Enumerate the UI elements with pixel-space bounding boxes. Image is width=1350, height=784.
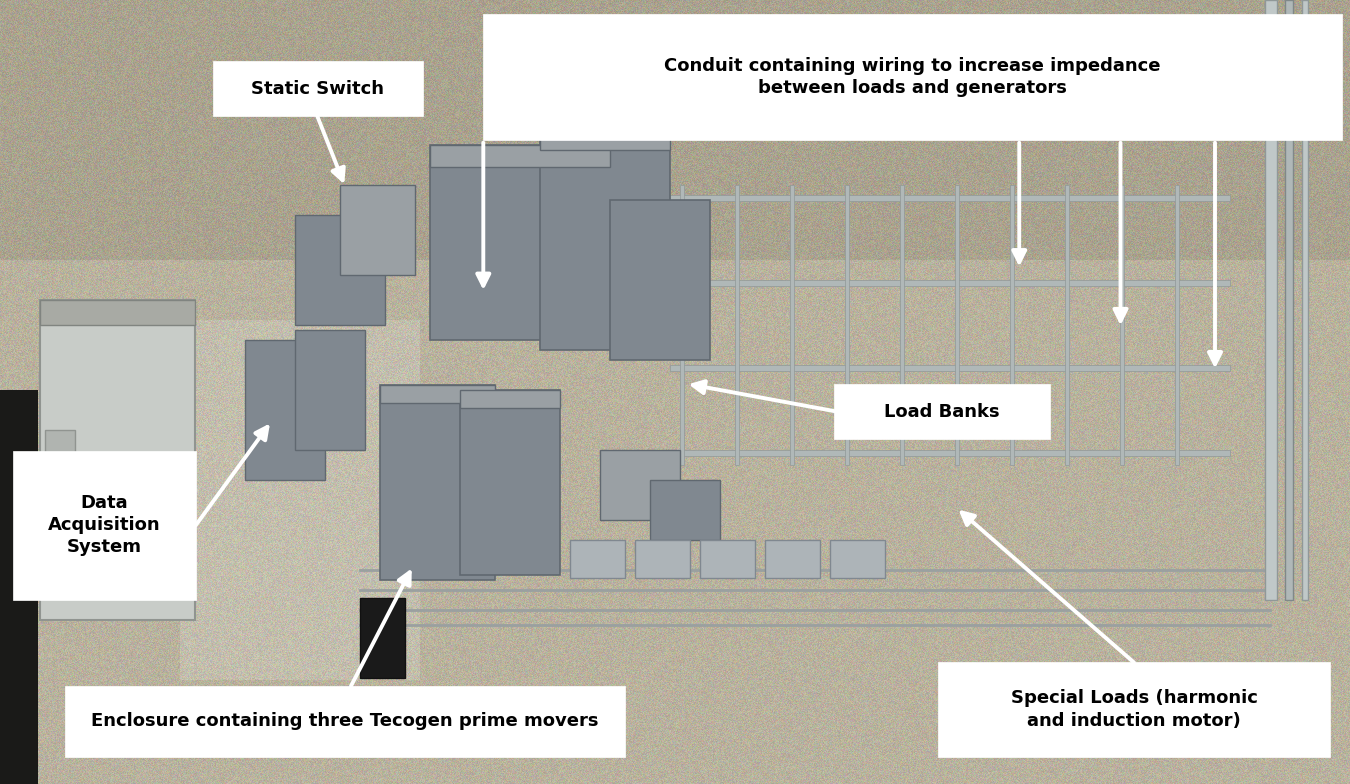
Text: Load Banks: Load Banks (884, 403, 1000, 420)
Bar (379, 385, 495, 580)
Bar (790, 185, 794, 465)
Bar (1010, 185, 1014, 465)
Bar (1065, 185, 1069, 465)
Bar (599, 450, 680, 520)
Bar (670, 365, 1230, 371)
Bar (649, 480, 720, 540)
Bar (540, 130, 670, 150)
Bar (540, 130, 670, 350)
Bar (460, 390, 560, 408)
Bar (460, 390, 560, 575)
Bar (634, 540, 690, 578)
Bar (570, 540, 625, 578)
Bar (900, 185, 904, 465)
Bar (40, 300, 194, 620)
Bar (670, 450, 1230, 456)
Bar (340, 185, 414, 275)
Bar (244, 340, 325, 480)
Bar (1301, 0, 1308, 600)
Bar (1265, 0, 1277, 600)
FancyBboxPatch shape (65, 686, 625, 757)
FancyBboxPatch shape (483, 14, 1342, 140)
Bar (1174, 185, 1179, 465)
Bar (379, 385, 495, 403)
Bar (45, 430, 76, 510)
Bar (40, 300, 194, 325)
Bar (830, 540, 886, 578)
Bar (701, 540, 755, 578)
Text: Special Loads (harmonic
and induction motor): Special Loads (harmonic and induction mo… (1011, 689, 1257, 730)
Bar (670, 280, 1230, 286)
FancyBboxPatch shape (213, 61, 423, 116)
Bar (670, 195, 1230, 201)
Bar (431, 145, 610, 167)
Bar (954, 185, 958, 465)
Text: Enclosure containing three Tecogen prime movers: Enclosure containing three Tecogen prime… (92, 713, 598, 730)
Bar (734, 185, 738, 465)
FancyBboxPatch shape (834, 384, 1050, 439)
Text: Data
Acquisition
System: Data Acquisition System (49, 494, 161, 557)
FancyBboxPatch shape (938, 662, 1330, 757)
Text: Conduit containing wiring to increase impedance
between loads and generators: Conduit containing wiring to increase im… (664, 56, 1161, 97)
Bar (431, 145, 610, 340)
Bar (680, 185, 684, 465)
Bar (296, 215, 385, 325)
Bar (610, 200, 710, 360)
FancyBboxPatch shape (14, 451, 196, 600)
Bar (845, 185, 849, 465)
Text: Static Switch: Static Switch (251, 80, 385, 97)
Bar (1285, 0, 1293, 600)
Bar (1120, 185, 1125, 465)
Bar (765, 540, 819, 578)
Bar (360, 598, 405, 678)
Bar (296, 330, 364, 450)
Bar (0, 390, 38, 784)
